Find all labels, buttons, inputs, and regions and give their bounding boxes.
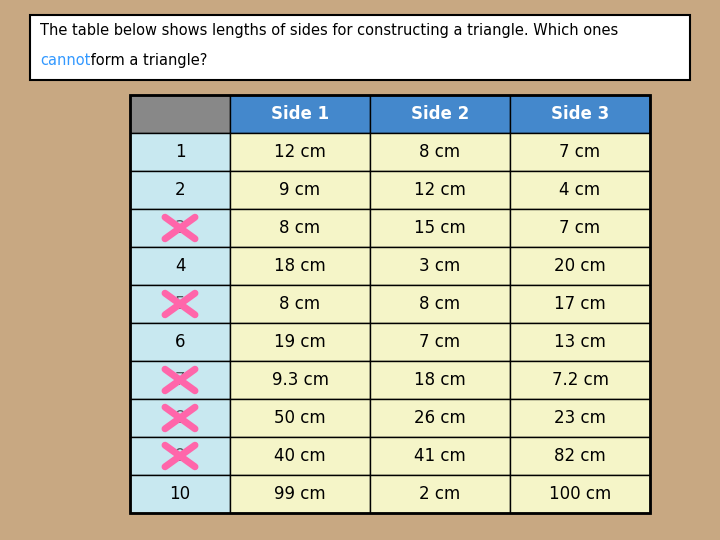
FancyBboxPatch shape xyxy=(510,285,650,323)
FancyBboxPatch shape xyxy=(230,247,370,285)
Text: The table below shows lengths of sides for constructing a triangle. Which ones: The table below shows lengths of sides f… xyxy=(40,23,618,38)
Text: form a triangle?: form a triangle? xyxy=(86,53,207,68)
Text: 7 cm: 7 cm xyxy=(420,333,461,351)
FancyBboxPatch shape xyxy=(230,361,370,399)
Text: 3: 3 xyxy=(175,219,185,237)
FancyBboxPatch shape xyxy=(510,95,650,133)
Text: 9: 9 xyxy=(175,447,185,465)
FancyBboxPatch shape xyxy=(370,323,510,361)
FancyBboxPatch shape xyxy=(510,247,650,285)
FancyBboxPatch shape xyxy=(370,399,510,437)
Text: 19 cm: 19 cm xyxy=(274,333,326,351)
FancyBboxPatch shape xyxy=(370,361,510,399)
Text: 8 cm: 8 cm xyxy=(279,295,320,313)
FancyBboxPatch shape xyxy=(370,209,510,247)
FancyBboxPatch shape xyxy=(510,133,650,171)
FancyBboxPatch shape xyxy=(230,323,370,361)
FancyBboxPatch shape xyxy=(370,171,510,209)
Text: 9.3 cm: 9.3 cm xyxy=(271,371,328,389)
Text: 26 cm: 26 cm xyxy=(414,409,466,427)
FancyBboxPatch shape xyxy=(370,95,510,133)
FancyBboxPatch shape xyxy=(230,133,370,171)
FancyBboxPatch shape xyxy=(510,475,650,513)
FancyBboxPatch shape xyxy=(230,95,370,133)
Text: 7: 7 xyxy=(175,371,185,389)
FancyBboxPatch shape xyxy=(130,285,230,323)
FancyBboxPatch shape xyxy=(130,361,230,399)
Text: 4: 4 xyxy=(175,257,185,275)
Text: 40 cm: 40 cm xyxy=(274,447,326,465)
Text: 100 cm: 100 cm xyxy=(549,485,611,503)
Text: 10: 10 xyxy=(169,485,191,503)
Text: 82 cm: 82 cm xyxy=(554,447,606,465)
Text: 1: 1 xyxy=(175,143,185,161)
FancyBboxPatch shape xyxy=(130,437,230,475)
FancyBboxPatch shape xyxy=(130,399,230,437)
Text: 8: 8 xyxy=(175,409,185,427)
Text: 15 cm: 15 cm xyxy=(414,219,466,237)
Text: 23 cm: 23 cm xyxy=(554,409,606,427)
FancyBboxPatch shape xyxy=(130,95,230,133)
Text: 50 cm: 50 cm xyxy=(274,409,326,427)
Text: 17 cm: 17 cm xyxy=(554,295,606,313)
FancyBboxPatch shape xyxy=(510,323,650,361)
FancyBboxPatch shape xyxy=(370,133,510,171)
Text: 4 cm: 4 cm xyxy=(559,181,600,199)
FancyBboxPatch shape xyxy=(30,15,690,80)
Text: 7.2 cm: 7.2 cm xyxy=(552,371,608,389)
FancyBboxPatch shape xyxy=(370,437,510,475)
FancyBboxPatch shape xyxy=(510,209,650,247)
FancyBboxPatch shape xyxy=(130,133,230,171)
Text: 2 cm: 2 cm xyxy=(419,485,461,503)
Text: 3 cm: 3 cm xyxy=(419,257,461,275)
Text: Side 1: Side 1 xyxy=(271,105,329,123)
Text: 5: 5 xyxy=(175,295,185,313)
Text: 20 cm: 20 cm xyxy=(554,257,606,275)
Text: 7 cm: 7 cm xyxy=(559,143,600,161)
Text: 18 cm: 18 cm xyxy=(274,257,326,275)
FancyBboxPatch shape xyxy=(370,285,510,323)
Text: 18 cm: 18 cm xyxy=(414,371,466,389)
FancyBboxPatch shape xyxy=(130,323,230,361)
FancyBboxPatch shape xyxy=(230,171,370,209)
FancyBboxPatch shape xyxy=(230,437,370,475)
FancyBboxPatch shape xyxy=(230,475,370,513)
Text: 13 cm: 13 cm xyxy=(554,333,606,351)
FancyBboxPatch shape xyxy=(370,475,510,513)
FancyBboxPatch shape xyxy=(510,171,650,209)
Text: 99 cm: 99 cm xyxy=(274,485,326,503)
Text: 12 cm: 12 cm xyxy=(274,143,326,161)
Text: 7 cm: 7 cm xyxy=(559,219,600,237)
Text: 8 cm: 8 cm xyxy=(279,219,320,237)
FancyBboxPatch shape xyxy=(230,399,370,437)
Text: Side 2: Side 2 xyxy=(411,105,469,123)
FancyBboxPatch shape xyxy=(510,361,650,399)
Text: 12 cm: 12 cm xyxy=(414,181,466,199)
FancyBboxPatch shape xyxy=(130,171,230,209)
Text: 8 cm: 8 cm xyxy=(420,143,461,161)
FancyBboxPatch shape xyxy=(130,209,230,247)
Text: cannot: cannot xyxy=(40,53,91,68)
Text: 8 cm: 8 cm xyxy=(420,295,461,313)
FancyBboxPatch shape xyxy=(130,247,230,285)
FancyBboxPatch shape xyxy=(370,247,510,285)
Text: 9 cm: 9 cm xyxy=(279,181,320,199)
FancyBboxPatch shape xyxy=(230,209,370,247)
FancyBboxPatch shape xyxy=(510,437,650,475)
Text: 6: 6 xyxy=(175,333,185,351)
Text: 41 cm: 41 cm xyxy=(414,447,466,465)
Text: 2: 2 xyxy=(175,181,185,199)
FancyBboxPatch shape xyxy=(130,475,230,513)
Text: Side 3: Side 3 xyxy=(551,105,609,123)
FancyBboxPatch shape xyxy=(230,285,370,323)
FancyBboxPatch shape xyxy=(510,399,650,437)
